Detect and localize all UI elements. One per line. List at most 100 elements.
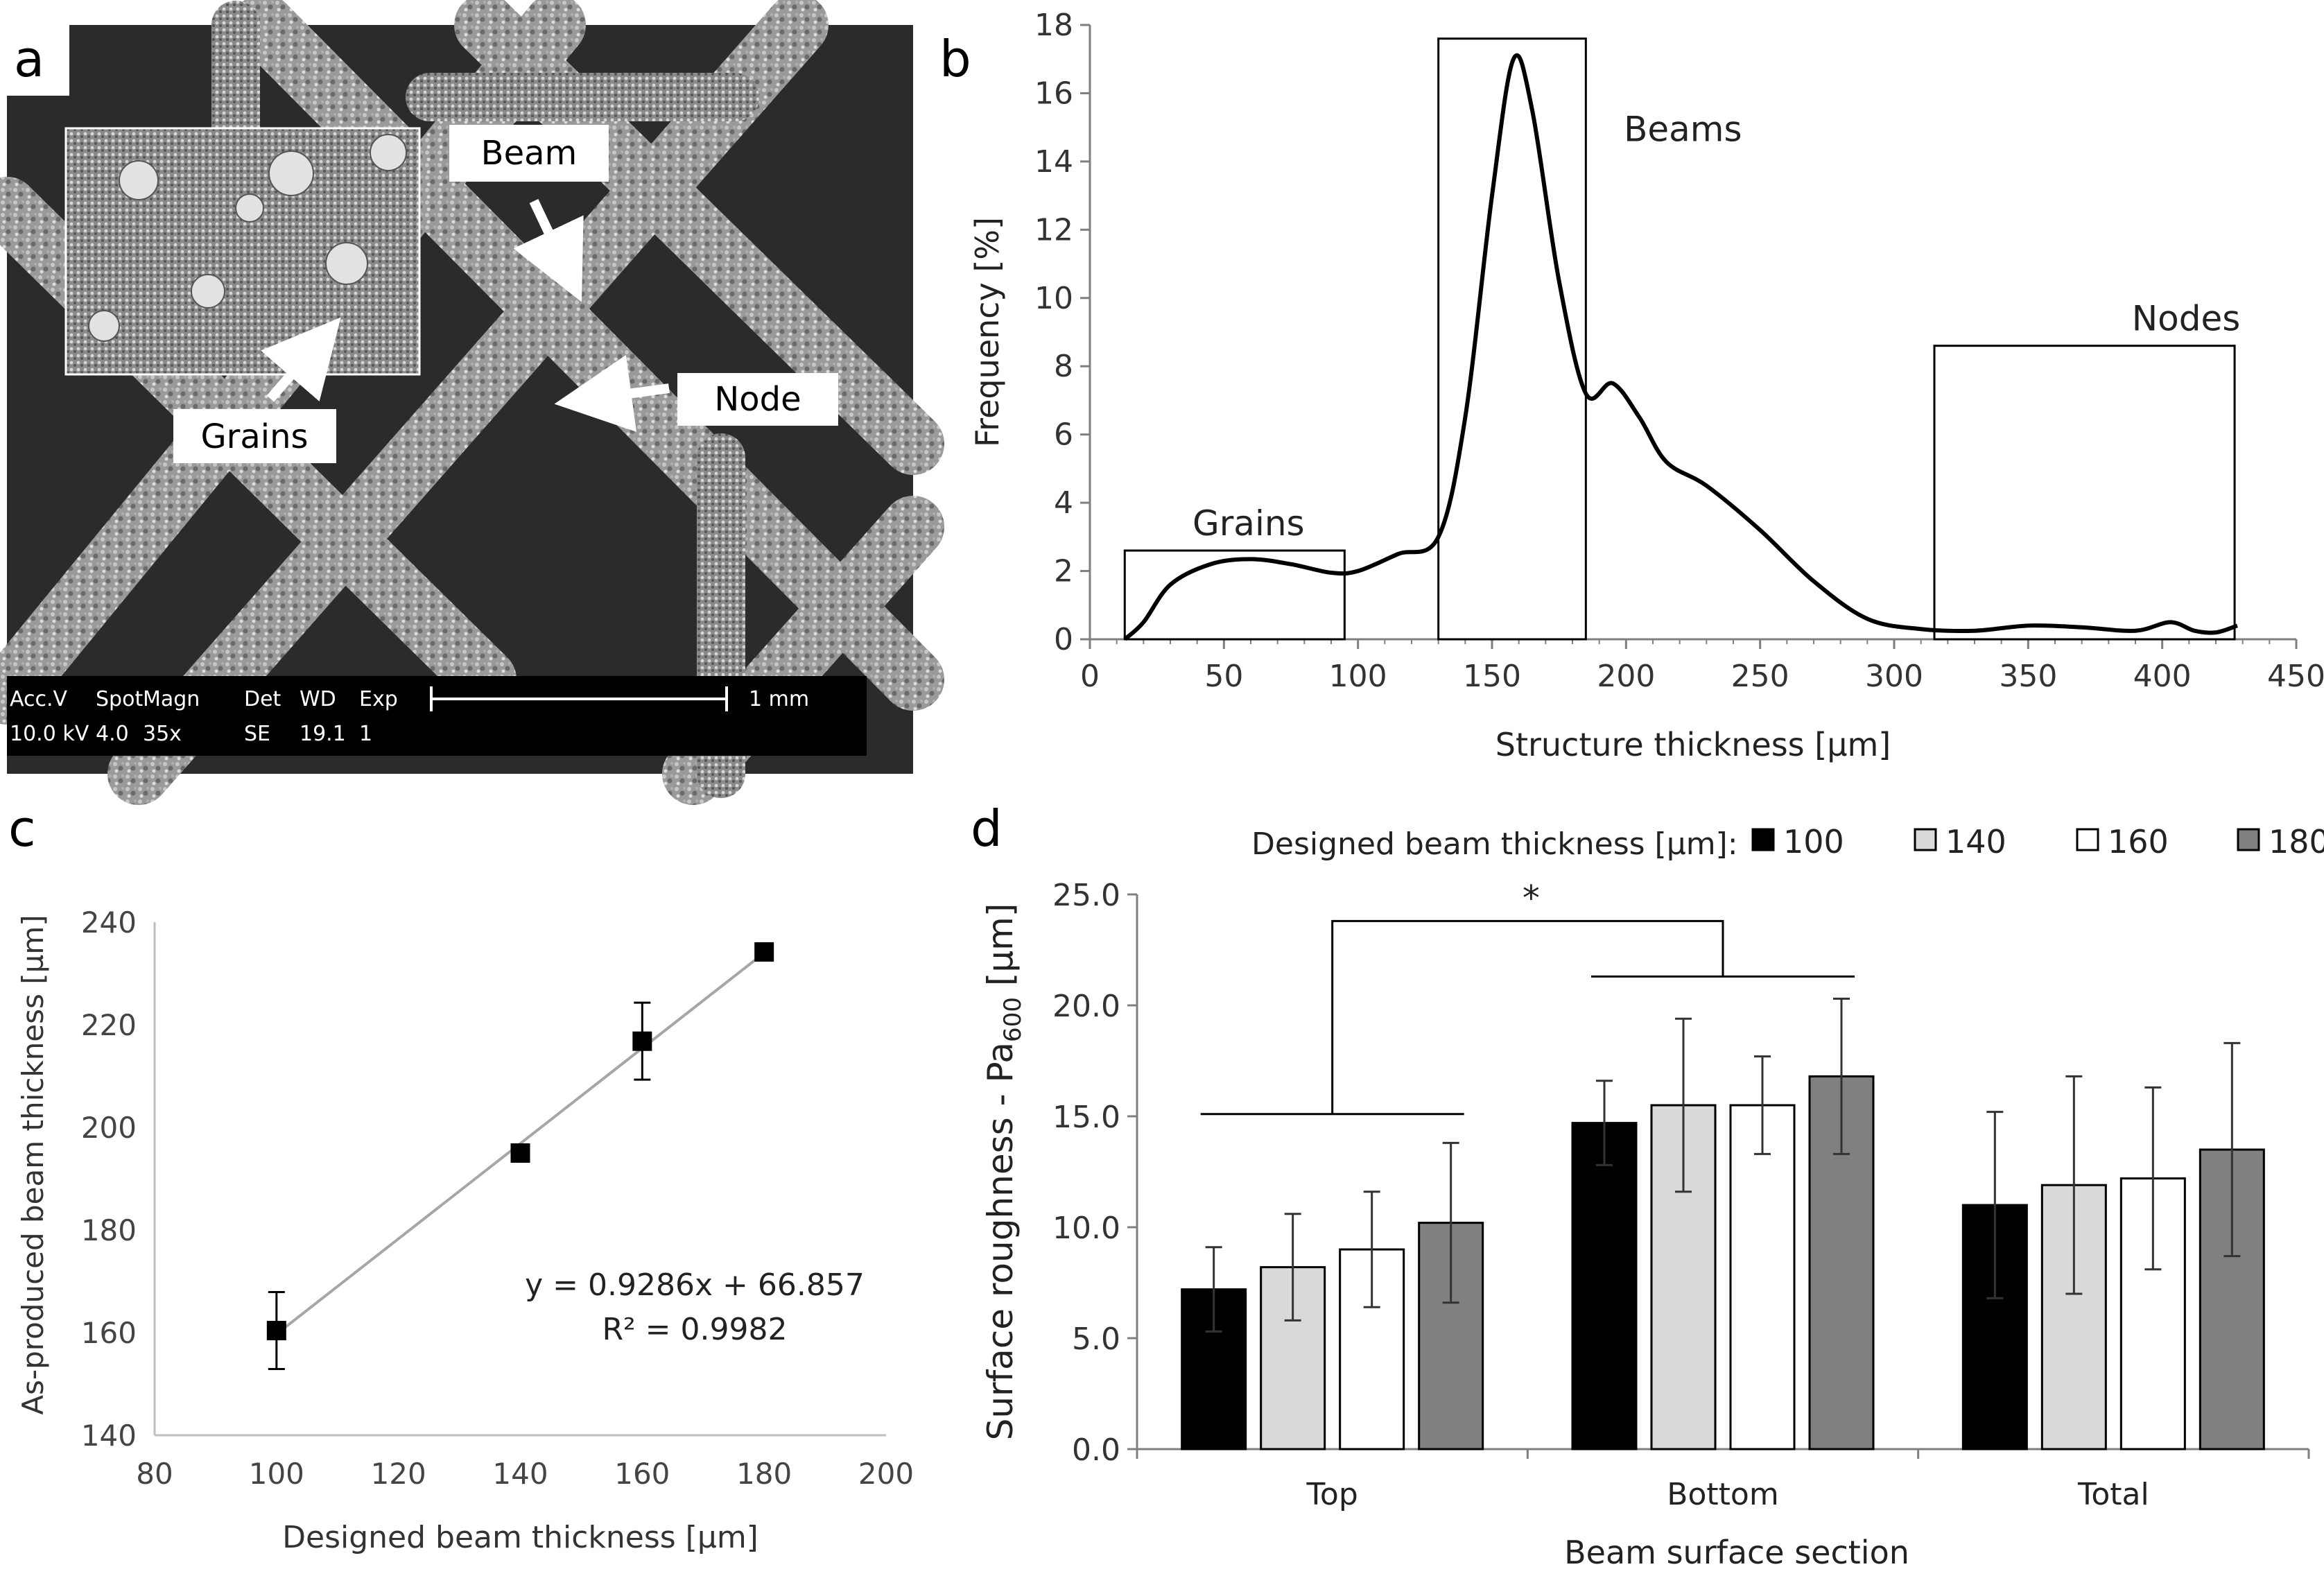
y-tick-label: 200 (81, 1111, 137, 1145)
x-axis-title: Designed beam thickness [µm] (282, 1520, 758, 1555)
grains-arrow (261, 317, 341, 402)
annotation-label-nodes: Nodes (2132, 299, 2241, 339)
beam-arrow (513, 199, 584, 302)
y-tick-label: 25.0 (1052, 878, 1120, 913)
legend-swatch-180 (2237, 828, 2260, 851)
frequency-line (1123, 53, 2238, 641)
x-tick-label: 400 (2133, 659, 2192, 694)
x-tick-label: 0 (1080, 659, 1100, 694)
y-tick-label: 0.0 (1072, 1432, 1120, 1468)
data-point (510, 1143, 530, 1163)
data-point (632, 1031, 652, 1051)
y-tick-label: 5.0 (1072, 1322, 1120, 1357)
y-tick-label: 140 (81, 1419, 137, 1453)
legend-label-160: 160 (2108, 823, 2169, 860)
y-tick-label: 2 (1054, 554, 1073, 589)
y-axis-title: Frequency [%] (969, 217, 1006, 447)
x-tick-label: 80 (136, 1457, 173, 1491)
category-label: Bottom (1667, 1477, 1778, 1512)
scale-bar-label: 1 mm (749, 687, 809, 711)
y-tick-label: 4 (1054, 485, 1073, 521)
y-tick-label: 160 (81, 1316, 137, 1350)
y-tick-label: 12 (1034, 212, 1073, 248)
fit-equation: y = 0.9286x + 66.857 (525, 1267, 865, 1303)
x-tick-label: 300 (1865, 659, 1923, 694)
panel-d: d 0.0 5.0 10.0 15.0 20.0 25.0 Surface roughnes… (971, 799, 2324, 1571)
y-tick-label: 180 (81, 1213, 137, 1247)
bar-100 (1571, 1122, 1638, 1451)
y-tick-label: 16 (1034, 76, 1073, 111)
y-axis-title-subscript: 600 (999, 997, 1027, 1042)
x-axis-title: Beam surface section (1564, 1534, 1909, 1571)
panel-a-letter: a (14, 30, 44, 88)
y-tick-label: 15.0 (1052, 1100, 1120, 1135)
legend-swatch-140 (1914, 828, 1937, 851)
y-tick-label: 10 (1034, 281, 1073, 316)
x-tick-label: 250 (1731, 659, 1789, 694)
chart-d-plot: 0.0 5.0 10.0 15.0 20.0 25.0 Surface roughness … (980, 823, 2324, 1571)
sem-info-label: Det (244, 687, 281, 711)
sem-info-label: Exp (359, 687, 398, 711)
annotation-box-nodes (1933, 345, 2236, 641)
legend-label-180: 180 (2269, 823, 2324, 860)
node-label: Node (714, 380, 801, 419)
x-tick-label: 100 (1329, 659, 1387, 694)
x-tick-label: 50 (1204, 659, 1243, 694)
legend-label-140: 140 (1945, 823, 2006, 860)
sem-info-value: 19.1 (300, 722, 346, 746)
sem-info-value: 1 (359, 722, 372, 746)
panel-a: a Beam Node Grains Acc.V Spot Magn Det W… (0, 0, 944, 805)
sem-info-value: 4.0 (96, 722, 129, 746)
y-axis-title: As-produced beam thickness [µm] (16, 915, 50, 1414)
legend-title: Designed beam thickness [µm]: (1251, 826, 1738, 862)
data-point (266, 1321, 286, 1341)
annotation-box-grains (1123, 549, 1346, 641)
category-label: Top (1306, 1477, 1358, 1512)
fit-r2: R² = 0.9982 (602, 1312, 787, 1347)
legend-swatch-160 (2076, 828, 2099, 851)
y-tick-label: 18 (1034, 8, 1073, 43)
panel-d-letter: d (971, 799, 1003, 858)
significance-star: * (1523, 878, 1540, 918)
legend-swatch-100 (1751, 828, 1775, 851)
x-tick-label: 100 (249, 1457, 304, 1491)
sem-info-value: 10.0 kV (10, 722, 89, 746)
panel-c: c 140 160 180 200 220 240 80 100 120 140 160 180 200… (8, 799, 914, 1555)
x-axis-title: Structure thickness [µm] (1495, 726, 1891, 763)
x-tick-label: 350 (1999, 659, 2057, 694)
panel-c-letter: c (8, 799, 36, 858)
y-tick-label: 220 (81, 1008, 137, 1042)
x-tick-label: 150 (1463, 659, 1521, 694)
y-axis-title-unit: [µm] (980, 903, 1021, 997)
y-tick-label: 20.0 (1052, 989, 1120, 1024)
data-point (754, 942, 774, 962)
panel-a-letter-bg (0, 21, 69, 96)
sem-info-label: WD (300, 687, 336, 711)
y-tick-label: 8 (1054, 349, 1073, 384)
x-tick-label: 120 (371, 1457, 426, 1491)
x-tick-label: 200 (858, 1457, 914, 1491)
legend-label-100: 100 (1783, 823, 1844, 860)
beam-label: Beam (481, 134, 578, 173)
node-arrow (554, 354, 670, 432)
scale-bar (430, 686, 728, 711)
panel-b-letter: b (939, 30, 971, 88)
x-tick-label: 450 (2267, 659, 2324, 694)
y-axis-title-main: Surface roughness - Pa (980, 1042, 1021, 1440)
grains-label: Grains (200, 417, 308, 456)
x-tick-label: 160 (614, 1457, 670, 1491)
y-tick-label: 0 (1054, 622, 1073, 657)
sem-info-text: Acc.V Spot Magn Det WD Exp 10.0 kV 4.0 3… (10, 687, 809, 746)
bar-160 (1729, 1104, 1796, 1451)
x-tick-label: 140 (492, 1457, 548, 1491)
y-tick-label: 10.0 (1052, 1211, 1120, 1246)
annotation-label-beams: Beams (1624, 109, 1742, 149)
sem-info-value: SE (244, 722, 270, 746)
bar-100 (1961, 1204, 2028, 1451)
beam-label-box (449, 125, 609, 182)
y-axis-title: Surface roughness - Pa600 [µm] (980, 903, 1027, 1441)
sem-info-label: Acc.V (10, 687, 68, 711)
y-tick-label: 14 (1034, 144, 1073, 180)
annotation-box-beams (1437, 37, 1587, 641)
chart-b-plot: 0 2 4 6 8 10 12 14 16 18 0 50 100 150 200 250 300 350 400 4… (969, 8, 2324, 763)
